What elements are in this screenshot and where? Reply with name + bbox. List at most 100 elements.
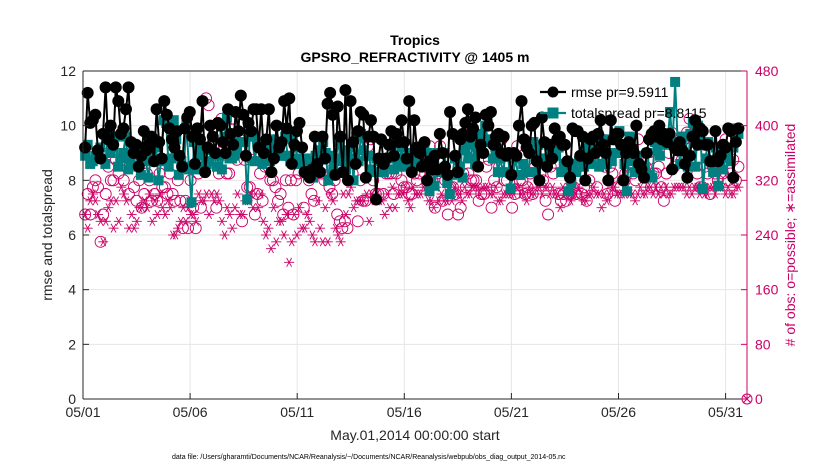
obs-assimilated-point bbox=[227, 223, 238, 233]
obs-assimilated-point bbox=[728, 189, 739, 199]
totalspread-point bbox=[611, 148, 622, 158]
obs-possible-point bbox=[305, 188, 318, 200]
rmse-point bbox=[188, 157, 201, 170]
totalspread-point bbox=[467, 139, 478, 150]
obs-possible-point bbox=[161, 188, 174, 200]
y-tick-label: 0 bbox=[68, 391, 76, 407]
rmse-point bbox=[599, 147, 612, 159]
obs-assimilated-point bbox=[402, 196, 413, 206]
rmse-point bbox=[400, 152, 413, 165]
obs-assimilated-point bbox=[359, 196, 370, 206]
y-tick-label: 8 bbox=[68, 172, 76, 188]
totalspread-point bbox=[459, 145, 470, 156]
obs-assimilated-point bbox=[160, 209, 171, 220]
rmse-point bbox=[112, 95, 125, 108]
rmse-point bbox=[117, 122, 130, 135]
totalspread-point bbox=[183, 164, 194, 175]
rmse-point bbox=[382, 138, 395, 151]
rmse-point bbox=[482, 119, 495, 132]
obs-assimilated-point bbox=[237, 209, 248, 220]
totalspread-point bbox=[194, 150, 205, 161]
obs-possible-point bbox=[287, 208, 300, 221]
chart-subtitle: GPSRO_REFRACTIVITY @ 1405 m bbox=[301, 49, 530, 65]
obs-assimilated-point bbox=[405, 203, 416, 213]
totalspread-point bbox=[424, 186, 435, 197]
obs-possible-point bbox=[428, 201, 441, 214]
legend: rmse pr=9.5911 totalspread pr=8.8115 bbox=[540, 84, 707, 121]
totalspread-point bbox=[665, 107, 676, 117]
rmse-point bbox=[592, 127, 605, 140]
x-tick-label: 05/21 bbox=[494, 404, 529, 420]
rmse-point bbox=[206, 130, 219, 143]
rmse-point bbox=[405, 166, 418, 179]
totalspread-point bbox=[196, 142, 207, 153]
obs-assimilated-point bbox=[488, 189, 499, 199]
y-right-tick-label: 320 bbox=[755, 172, 779, 188]
obs-possible-point bbox=[356, 194, 369, 207]
totalspread-point bbox=[257, 158, 268, 169]
rmse-point bbox=[413, 147, 426, 159]
rmse-point bbox=[107, 138, 120, 151]
obs-assimilated-point bbox=[191, 216, 202, 226]
rmse-point bbox=[262, 103, 275, 116]
obs-assimilated-point bbox=[596, 203, 607, 213]
totalspread-point bbox=[680, 131, 691, 142]
y-right-tick-label: 0 bbox=[755, 391, 763, 407]
rmse-point bbox=[719, 141, 732, 154]
totalspread-point bbox=[718, 164, 729, 175]
rmse-point bbox=[104, 119, 117, 132]
obs-possible-point bbox=[454, 201, 467, 214]
rmse-point bbox=[193, 133, 206, 146]
y-tick-label: 6 bbox=[68, 227, 76, 243]
totalspread-point bbox=[363, 150, 374, 161]
totalspread-point bbox=[229, 150, 240, 161]
totalspread-point bbox=[118, 148, 129, 158]
obs-assimilated-point bbox=[113, 216, 124, 226]
x-tick-label: 05/26 bbox=[601, 404, 636, 420]
rmse-point bbox=[535, 111, 548, 124]
totalspread-point bbox=[568, 158, 579, 169]
totalspread-point bbox=[652, 145, 663, 156]
y-tick-label: 4 bbox=[68, 282, 76, 298]
rmse-point bbox=[561, 155, 574, 168]
x-axis-label: May.01,2014 00:00:00 start bbox=[330, 427, 500, 443]
totalspread-point bbox=[211, 161, 222, 172]
obs-assimilated-point bbox=[333, 230, 344, 240]
obs-assimilated-point bbox=[229, 203, 240, 213]
rmse-point bbox=[594, 114, 607, 127]
rmse-point bbox=[94, 152, 107, 165]
rmse-point bbox=[729, 136, 742, 149]
rmse-point bbox=[640, 147, 653, 159]
obs-assimilated-point bbox=[320, 203, 331, 213]
totalspread-point bbox=[515, 169, 526, 180]
obs-assimilated-point bbox=[286, 237, 297, 247]
rmse-point bbox=[403, 95, 416, 108]
totalspread-point bbox=[80, 150, 91, 161]
totalspread-point bbox=[125, 156, 136, 167]
obs-possible-point bbox=[94, 235, 107, 248]
obs-possible-point bbox=[86, 181, 99, 194]
totalspread-point bbox=[725, 156, 736, 167]
rmse-point bbox=[227, 138, 240, 151]
rmse-point bbox=[461, 103, 474, 116]
totalspread-point bbox=[168, 115, 179, 126]
rmse-point bbox=[178, 122, 191, 135]
obs-possible-point bbox=[248, 208, 261, 221]
rmse-point bbox=[245, 125, 258, 138]
obs-assimilated-point bbox=[165, 203, 176, 213]
obs-possible-point bbox=[341, 222, 354, 235]
obs-assimilated-point bbox=[271, 237, 282, 247]
obs-assimilated-point bbox=[390, 203, 401, 213]
obs-assimilated-point bbox=[258, 216, 269, 226]
rmse-point bbox=[449, 149, 462, 162]
rmse-point bbox=[199, 166, 212, 179]
obs-assimilated-point bbox=[139, 196, 150, 206]
rmse-point bbox=[515, 95, 528, 108]
totalspread-point bbox=[421, 148, 432, 158]
totalspread-point bbox=[302, 156, 313, 167]
totalspread-point bbox=[186, 197, 197, 208]
totalspread-point bbox=[518, 158, 529, 169]
obs-assimilated-point bbox=[170, 230, 181, 240]
obs-possible-point bbox=[169, 194, 182, 207]
totalspread-point bbox=[622, 186, 633, 197]
